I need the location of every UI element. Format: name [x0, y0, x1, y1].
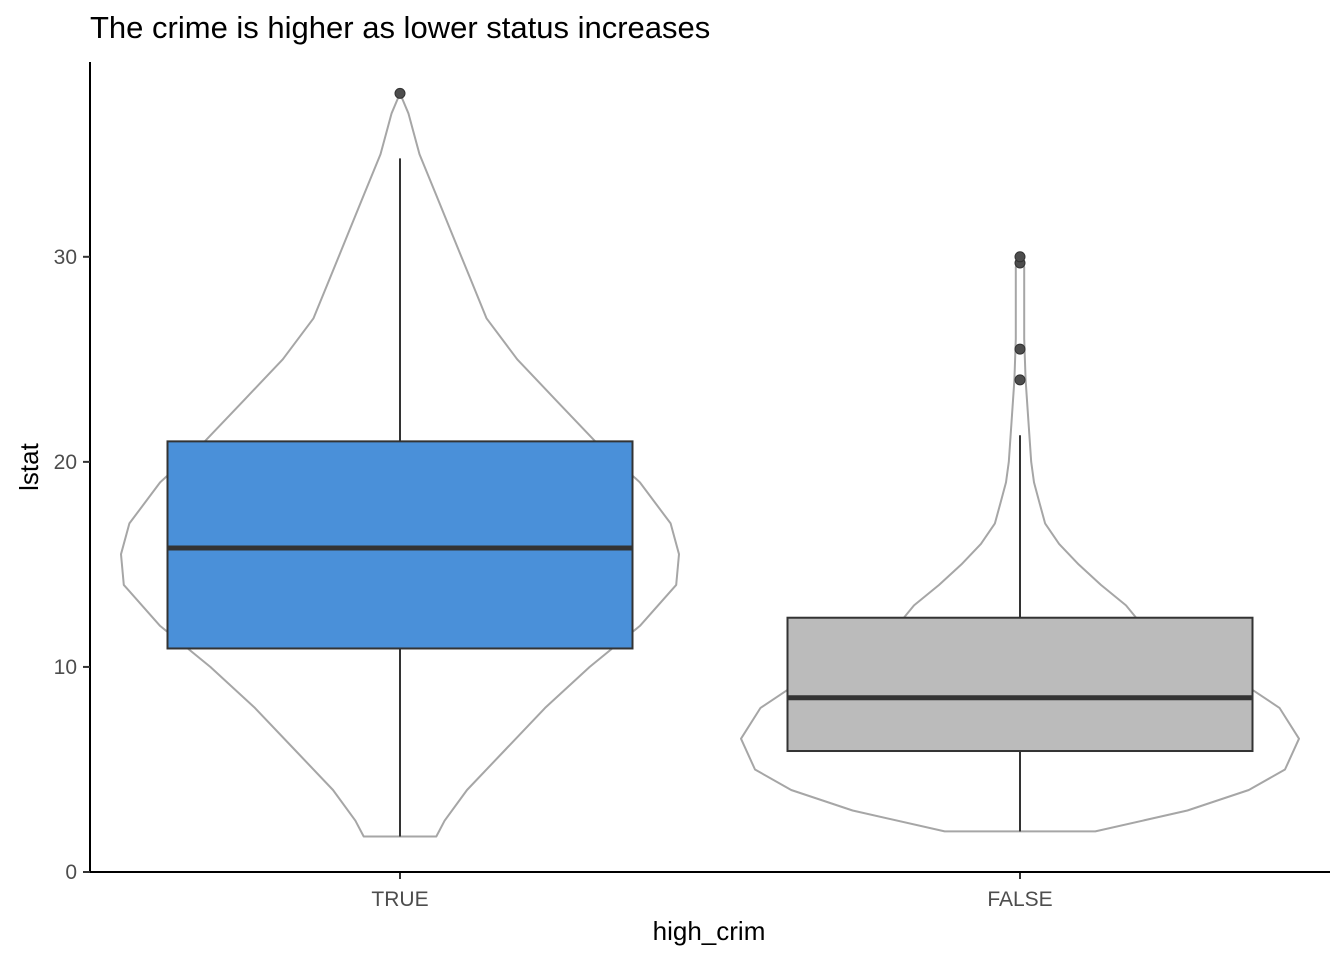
box-fill-true	[167, 441, 633, 649]
outlier-point-false-0	[1014, 374, 1026, 386]
outlier-point-true-0	[394, 87, 406, 99]
outlier-point-false-1	[1014, 343, 1026, 355]
x-tick-label-true: TRUE	[371, 888, 428, 911]
y-tick-label-20: 20	[54, 451, 77, 474]
chart-title: The crime is higher as lower status incr…	[90, 10, 711, 45]
box-outline-false	[786, 616, 1254, 753]
y-tick-label-30: 30	[54, 246, 77, 269]
outlier-point-false-3	[1014, 251, 1026, 263]
axes-layer: TRUE FALSE 0 10 20 30	[54, 62, 1330, 911]
box-fill-false	[787, 617, 1253, 752]
x-axis-label: high_crim	[653, 916, 766, 946]
box-outline-true	[166, 440, 634, 650]
x-tick-label-false: FALSE	[987, 888, 1052, 911]
y-axis-label: lstat	[14, 442, 44, 490]
y-tick-label-0: 0	[65, 861, 77, 884]
y-tick-label-10: 10	[54, 656, 77, 679]
boxes-layer	[166, 87, 1254, 837]
